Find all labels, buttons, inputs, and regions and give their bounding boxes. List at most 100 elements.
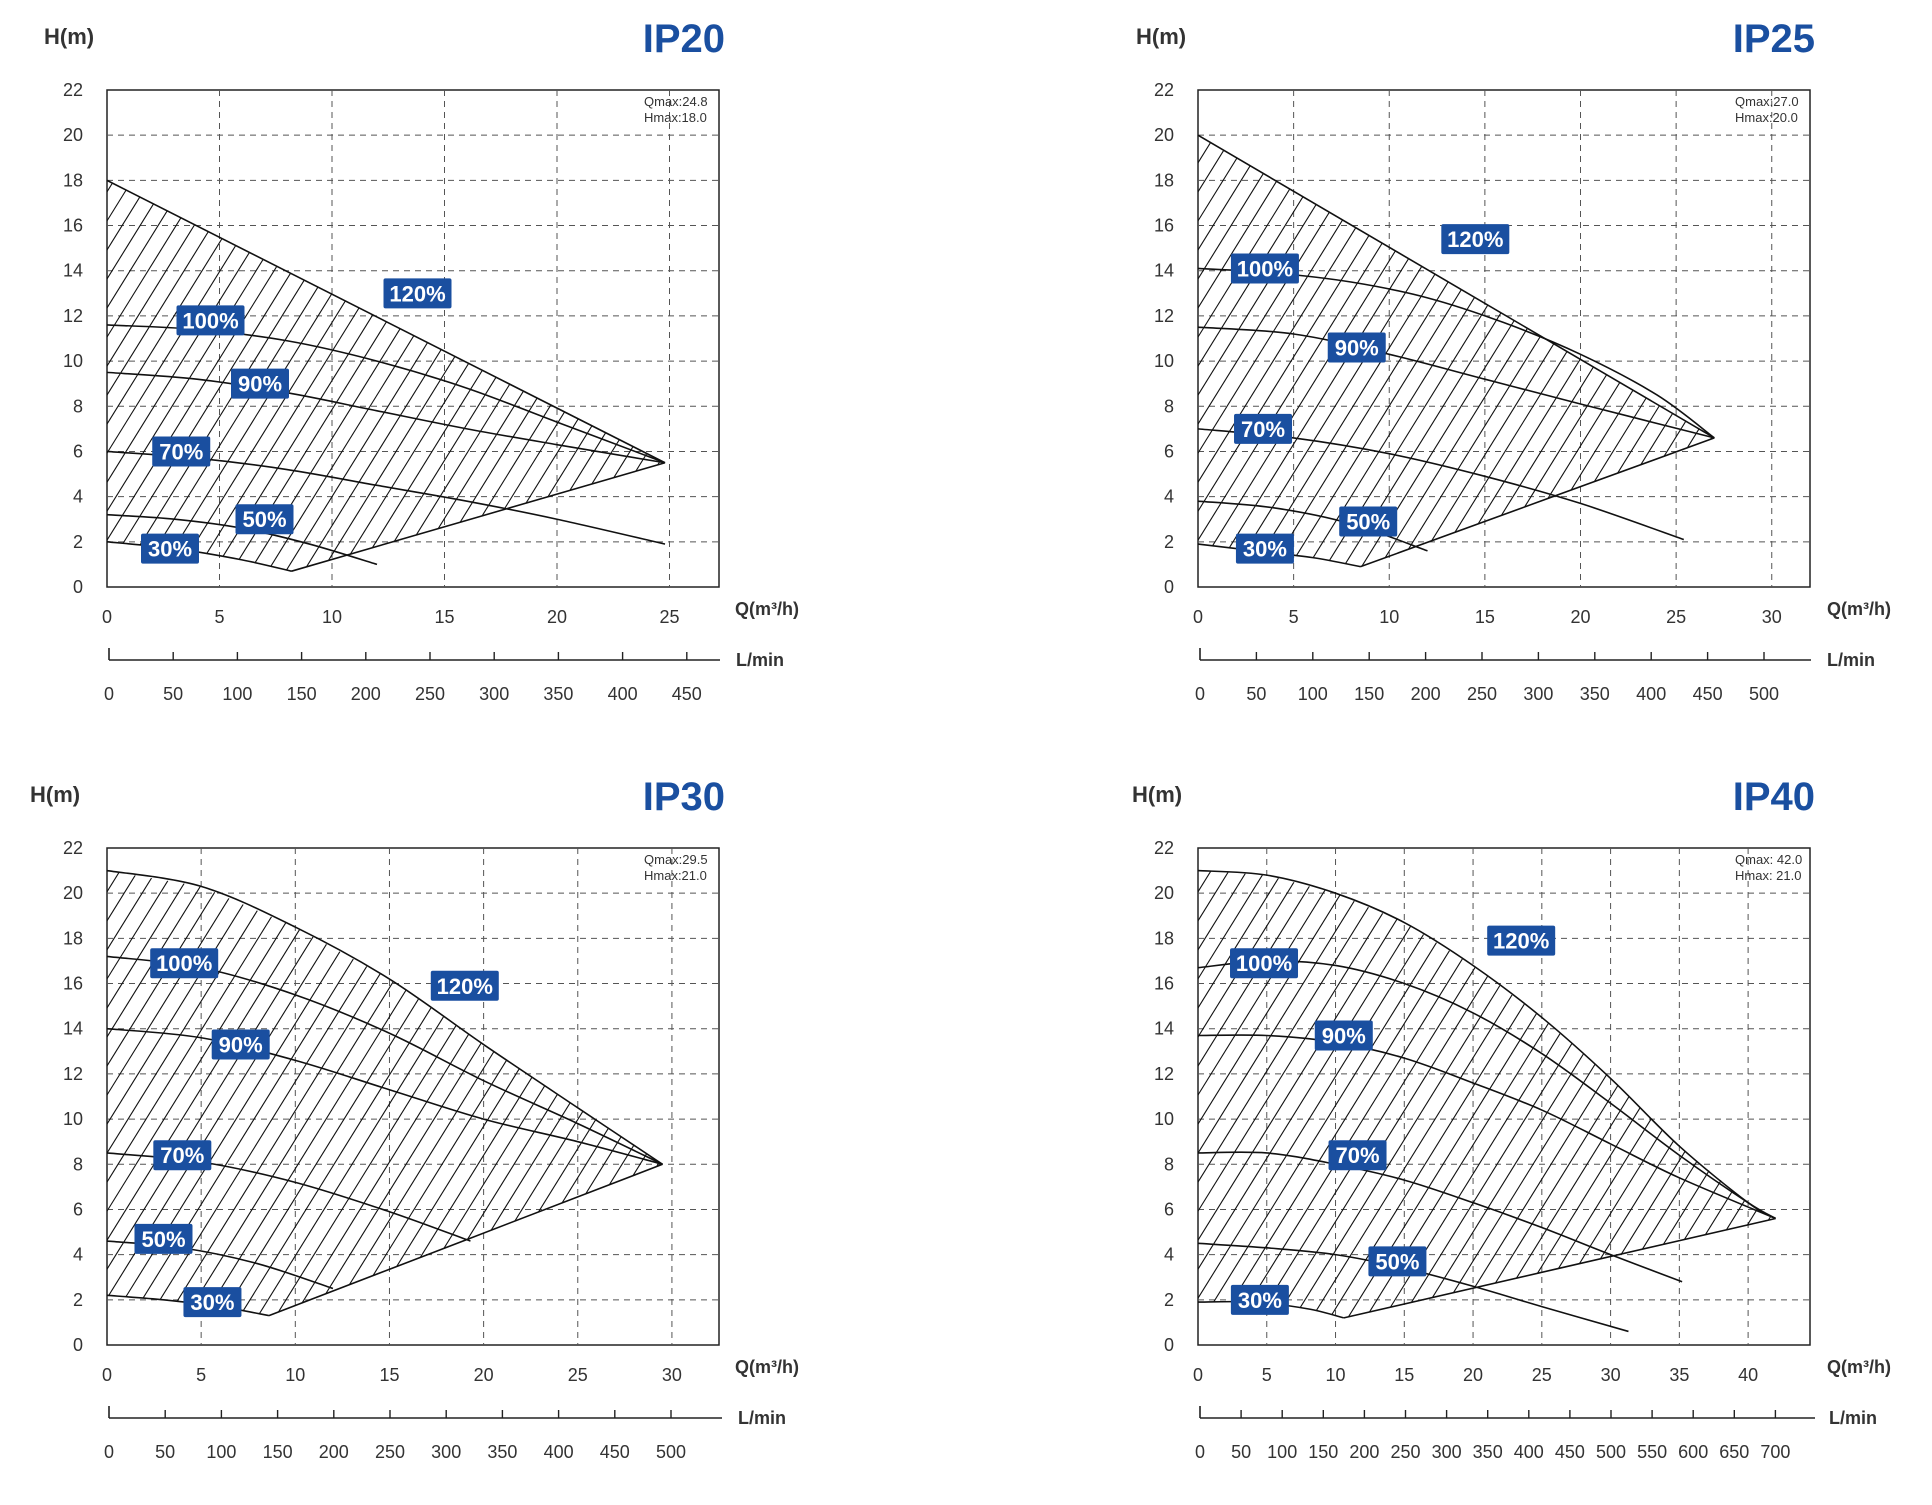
lmin-tick-label: 0	[104, 1442, 114, 1462]
y-tick-label: 10	[1154, 351, 1174, 371]
hatch-line	[0, 848, 44, 1345]
hatch-line	[1654, 135, 1715, 567]
y-axis-label: H(m)	[44, 24, 94, 49]
curve-100pct	[1197, 960, 1777, 1220]
x-tick-label: 30	[1601, 1365, 1621, 1385]
hatch-line	[1600, 135, 1715, 567]
max-note: Qmax:29.5	[644, 852, 708, 867]
y-tick-label: 18	[1154, 928, 1174, 948]
y-tick-label: 6	[73, 441, 83, 461]
hatch-line	[744, 848, 1052, 1345]
badge-bg	[1230, 1284, 1289, 1315]
lmin-tick-label: 350	[1473, 1442, 1503, 1462]
hatch-line	[527, 870, 663, 1316]
hatch-line	[1198, 135, 1226, 567]
lmin-tick-label: 250	[375, 1442, 405, 1462]
chart-ip40: IP40 H(m) 0 2 4 6 8 10 12 14 16 18 20 22 0 5 10 15 20 25 30 3…	[719, 775, 1932, 1462]
y-tick-label: 2	[1164, 532, 1174, 552]
badge-70pct: 70%	[152, 436, 211, 467]
lmin-tick-label: 250	[415, 684, 445, 704]
hatch-line	[107, 870, 315, 1316]
hatch-line	[107, 870, 117, 1316]
hatch-line	[1198, 870, 1280, 1318]
hatch-line	[719, 848, 1027, 1345]
hatch-line	[599, 180, 665, 572]
hatch-line	[107, 870, 297, 1316]
hatch-line	[809, 848, 1117, 1345]
chart-ip20: IP20 H(m) 0 2 4 6 8 10 12 14 16 18 20 22 0 5 10 15 20 25 Qma…	[44, 17, 1052, 704]
hatch-line	[383, 180, 665, 572]
lmin-tick-label: 150	[287, 684, 317, 704]
lmin-tick-label: 600	[1678, 1442, 1708, 1462]
hatch-line	[1600, 870, 1776, 1318]
lmin-tick-label: 150	[1308, 1442, 1338, 1462]
badge-bg	[150, 948, 219, 979]
curve-120pct	[1197, 869, 1777, 1220]
hatch-line	[107, 180, 135, 572]
x-tick-label: 40	[1738, 1365, 1758, 1385]
hatch-line	[401, 180, 665, 572]
badge-50pct: 50%	[1368, 1246, 1427, 1277]
y-tick-label: 2	[73, 1290, 83, 1310]
x-axis-label: Q(m³/h)	[735, 1357, 799, 1377]
badge-120pct: 120%	[383, 278, 452, 309]
y-tick-label: 16	[1154, 216, 1174, 236]
curve-lower-boundary	[291, 461, 666, 572]
y-axis-label: H(m)	[30, 782, 80, 807]
lmin-tick-label: 100	[222, 684, 252, 704]
hatch-line	[107, 870, 333, 1316]
hatch-line	[1198, 870, 1442, 1318]
badge-50pct: 50%	[134, 1223, 193, 1254]
hatch-line	[107, 870, 135, 1316]
hatch-line	[773, 90, 1081, 587]
badge-30pct: 30%	[141, 533, 199, 564]
hatch-line	[1817, 848, 1932, 1345]
hatch-line	[690, 90, 998, 587]
hatch-line	[563, 870, 663, 1316]
hatch-line	[1198, 135, 1208, 567]
hatch-line	[473, 180, 665, 572]
hatch-line	[773, 848, 1081, 1345]
y-tick-label: 2	[73, 532, 83, 552]
hatch-line	[527, 180, 665, 572]
hatch-line	[1198, 870, 1208, 1318]
hatch-line	[755, 90, 1063, 587]
lmin-tick-label: 200	[1411, 684, 1441, 704]
x-tick-label: 0	[1193, 607, 1203, 627]
hatch-line	[719, 90, 1027, 587]
plot-frame	[1197, 847, 1811, 1346]
badge-100pct: 100%	[1230, 948, 1299, 979]
hatch-line	[107, 180, 225, 572]
hatch-line	[863, 90, 1171, 587]
hatch-line	[1198, 870, 1244, 1318]
lmin-tick-label: 500	[1596, 1442, 1626, 1462]
y-tick-label: 14	[1154, 261, 1174, 281]
lmin-tick-label: 700	[1760, 1442, 1790, 1462]
curve-90pct	[1197, 326, 1715, 439]
chart-title: IP20	[643, 17, 725, 61]
hatch-line	[845, 90, 1153, 587]
max-note: Qmax:24.8	[644, 94, 708, 109]
y-tick-label: 20	[1154, 883, 1174, 903]
badge-30pct: 30%	[1235, 533, 1294, 564]
y-tick-label: 8	[73, 1154, 83, 1174]
hatch-line	[845, 848, 1153, 1345]
lmin-tick-label: 0	[1195, 684, 1205, 704]
badge-bg	[1235, 533, 1294, 564]
hatch-line	[545, 180, 665, 572]
hatch-line	[1198, 870, 1388, 1318]
hatch-line	[167, 180, 477, 572]
badge-bg	[211, 1029, 270, 1060]
hatch-line	[107, 180, 315, 572]
hatch-line	[1198, 870, 1226, 1318]
y-tick-label: 16	[63, 216, 83, 236]
hatch-line	[545, 870, 663, 1316]
hatch-line	[1198, 135, 1280, 567]
hatch-line	[744, 90, 1052, 587]
x-tick-label: 10	[1379, 607, 1399, 627]
badge-label: 50%	[141, 1227, 185, 1252]
max-note: Hmax:18.0	[644, 110, 707, 125]
lmin-tick-label: 350	[543, 684, 573, 704]
hatch-line	[672, 848, 980, 1345]
max-note: Hmax:21.0	[644, 868, 707, 883]
